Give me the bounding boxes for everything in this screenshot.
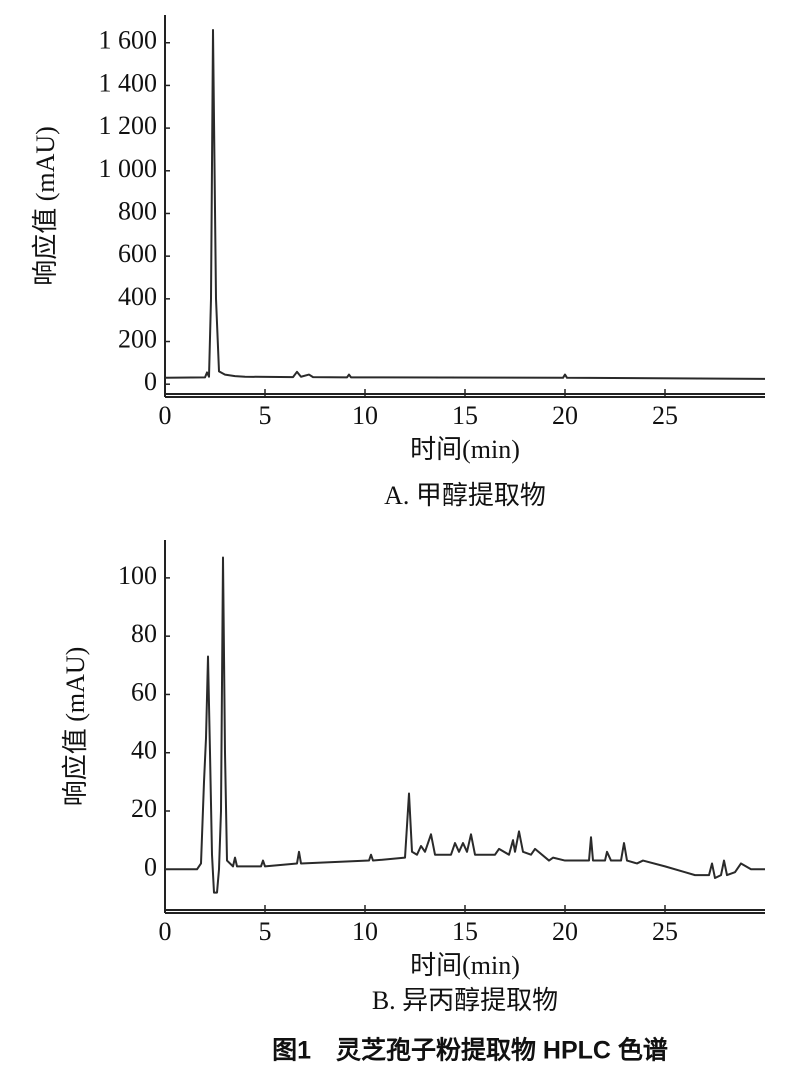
y-tick-label: 80 <box>131 619 157 648</box>
y-tick-label: 60 <box>131 677 157 706</box>
x-tick-label: 5 <box>259 917 272 946</box>
panel-title: B. 异丙醇提取物 <box>372 986 558 1015</box>
x-axis-label: 时间(min) <box>410 951 520 980</box>
x-tick-label: 0 <box>159 917 172 946</box>
x-tick-label: 15 <box>452 401 478 430</box>
x-axis-label: 时间(min) <box>410 435 520 464</box>
x-tick-label: 5 <box>259 401 272 430</box>
y-tick-label: 1 400 <box>99 68 158 97</box>
y-tick-label: 800 <box>118 196 157 225</box>
x-tick-label: 10 <box>352 401 378 430</box>
panel-title: A. 甲醇提取物 <box>384 481 546 510</box>
x-tick-label: 0 <box>159 401 172 430</box>
y-tick-label: 40 <box>131 736 157 765</box>
y-tick-label: 20 <box>131 794 157 823</box>
x-tick-label: 25 <box>652 401 678 430</box>
x-tick-label: 20 <box>552 401 578 430</box>
x-tick-label: 25 <box>652 917 678 946</box>
chromatogram-line <box>164 28 766 380</box>
x-tick-label: 15 <box>452 917 478 946</box>
y-tick-label: 100 <box>118 561 157 590</box>
chromatogram-line <box>165 556 765 894</box>
x-tick-label: 10 <box>352 917 378 946</box>
x-tick-label: 20 <box>552 917 578 946</box>
y-axis-label: 响应值 (mAU) <box>61 647 90 807</box>
y-tick-label: 400 <box>118 282 157 311</box>
y-tick-label: 1 600 <box>99 26 158 55</box>
y-tick-label: 0 <box>144 367 157 396</box>
y-tick-label: 0 <box>144 852 157 881</box>
y-tick-label: 600 <box>118 239 157 268</box>
y-tick-label: 1 200 <box>99 111 158 140</box>
y-tick-label: 1 000 <box>99 154 158 183</box>
y-tick-label: 200 <box>118 324 157 353</box>
figure-caption: 图1 灵芝孢子粉提取物 HPLC 色谱 <box>272 1036 668 1065</box>
y-axis-label: 响应值 (mAU) <box>31 126 60 286</box>
